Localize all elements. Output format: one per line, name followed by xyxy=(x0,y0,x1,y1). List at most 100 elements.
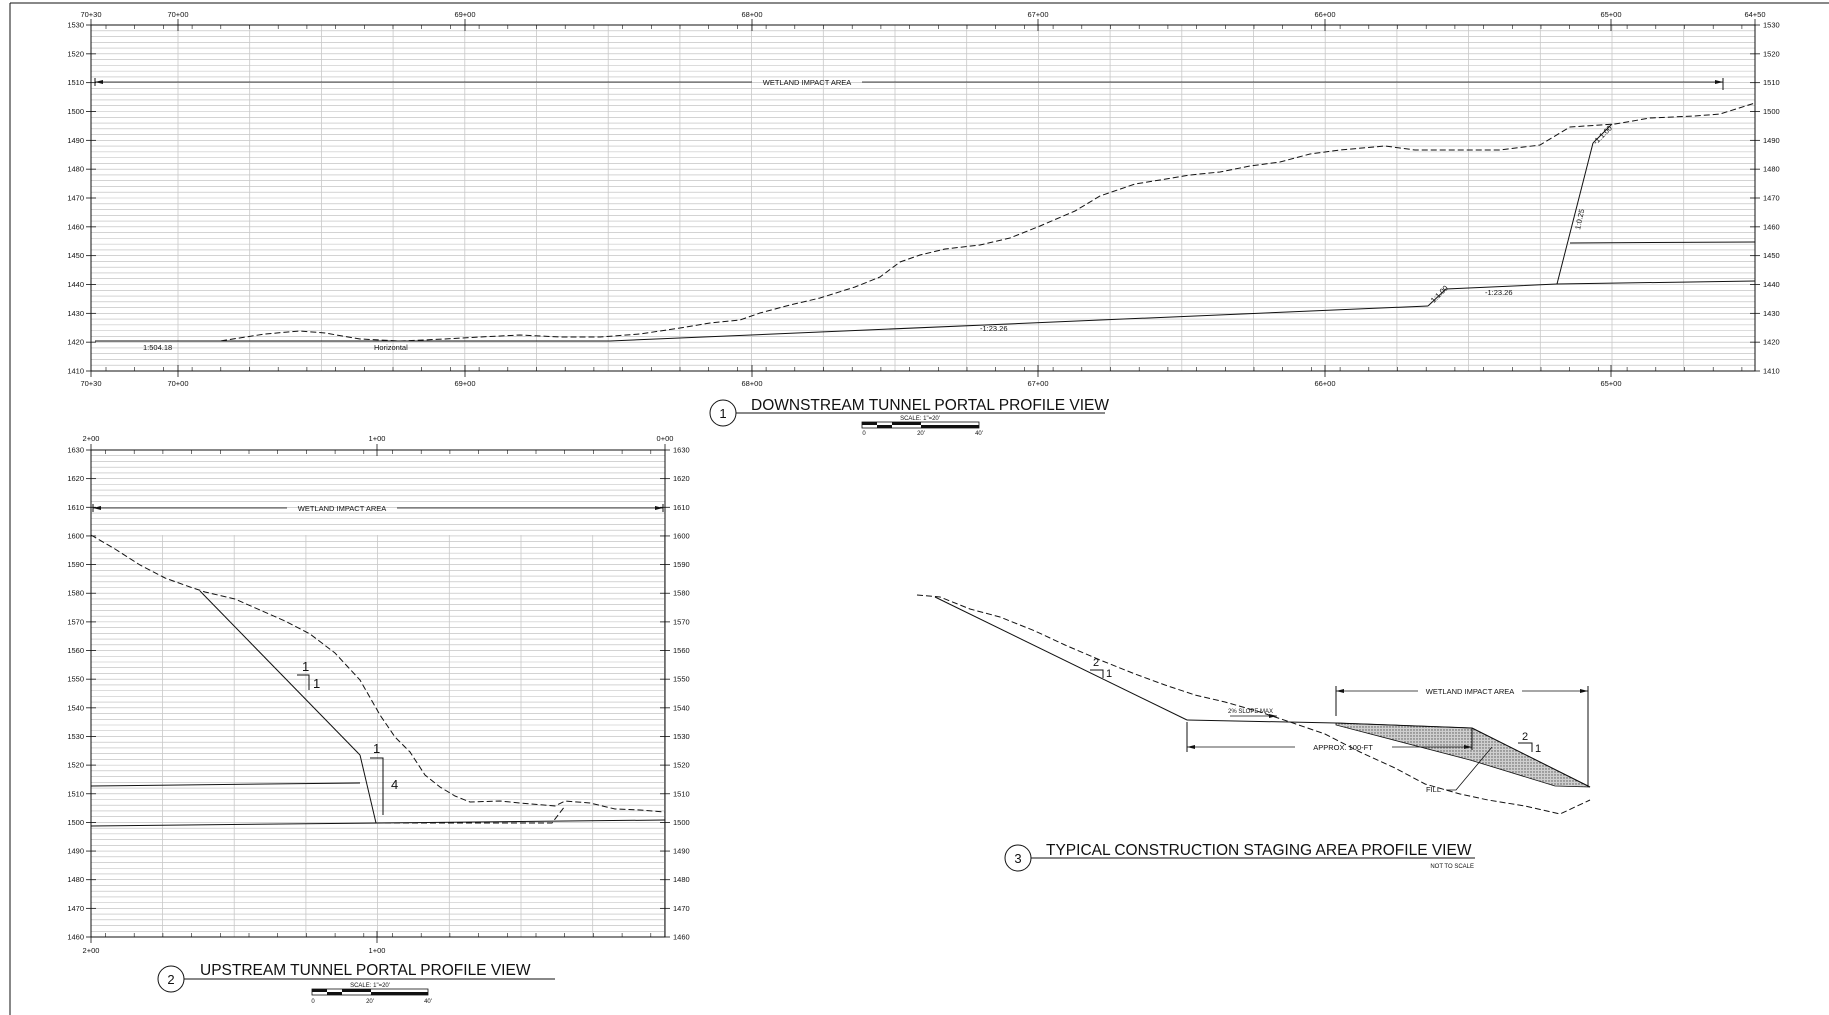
downstream-elev-label-left: 1490 xyxy=(67,136,84,145)
downstream-elev-label-right: 1530 xyxy=(1763,21,1780,30)
upstream-elev-label-right: 1460 xyxy=(673,933,690,942)
downstream-callout-number: 1 xyxy=(719,406,726,421)
upstream-station-label-top: 2+00 xyxy=(83,434,100,443)
staging-slope-max-arrow: 2% SLOPE MAX xyxy=(1228,709,1277,718)
staging-wetland-label: WETLAND IMPACT AREA xyxy=(1426,687,1515,696)
downstream-station-label-top: 70+00 xyxy=(167,10,188,19)
downstream-station-label-bottom: 69+00 xyxy=(454,379,475,388)
staging-fill-leader: FILL xyxy=(1426,746,1493,794)
downstream-small-slope-label: -1:23.26 xyxy=(1485,288,1513,297)
upstream-scale-tick-0: 0 xyxy=(311,999,315,1005)
upstream-elev-label-left: 1600 xyxy=(67,531,84,540)
staging-slope-2-run: 1 xyxy=(1535,743,1541,755)
downstream-elev-label-left: 1420 xyxy=(67,338,84,347)
downstream-station-label-bottom: 68+00 xyxy=(741,379,762,388)
downstream-elev-label-right: 1430 xyxy=(1763,309,1780,318)
upstream-elev-label-right: 1520 xyxy=(673,761,690,770)
upstream-elev-label-right: 1540 xyxy=(673,703,690,712)
downstream-left-slope-label: 1:504.18 xyxy=(143,343,172,352)
downstream-elev-label-right: 1490 xyxy=(1763,136,1780,145)
staging-existing-ground xyxy=(916,594,1591,815)
upstream-axes: 1630 1630 1620 1620 1610 1610 1600 1600 1590 1590… xyxy=(67,434,689,955)
upstream-existing-ground xyxy=(90,534,666,813)
upstream-elev-label-right: 1570 xyxy=(673,617,690,626)
staging-subtitle: NOT TO SCALE xyxy=(1430,864,1474,870)
upstream-elev-label-right: 1490 xyxy=(673,847,690,856)
downstream-elev-label-left: 1440 xyxy=(67,280,84,289)
upstream-elev-label-left: 1570 xyxy=(67,617,84,626)
downstream-scale-label: SCALE: 1"=20' xyxy=(900,416,940,422)
downstream-hatch xyxy=(91,24,1755,372)
downstream-profile-view: 1530 1530 1520 1520 1510 1510 1500 1500 1490 1490… xyxy=(67,10,1779,437)
downstream-elev-label-left: 1450 xyxy=(67,251,84,260)
upstream-elev-label-right: 1630 xyxy=(673,446,690,455)
upstream-elev-label-left: 1500 xyxy=(67,818,84,827)
downstream-elev-label-left: 1410 xyxy=(67,367,84,376)
downstream-station-label-top: 65+00 xyxy=(1600,10,1621,19)
staging-design-lines xyxy=(934,596,1591,788)
downstream-station-label-bottom: 66+00 xyxy=(1314,379,1335,388)
downstream-elev-label-right: 1460 xyxy=(1763,222,1780,231)
upstream-title-block: 2 UPSTREAM TUNNEL PORTAL PROFILE VIEW SC… xyxy=(157,962,555,1005)
staging-fill-label: FILL xyxy=(1426,785,1441,794)
upstream-wetland-label: WETLAND IMPACT AREA xyxy=(298,504,387,513)
downstream-grid xyxy=(177,25,1685,371)
upstream-elev-label-right: 1510 xyxy=(673,789,690,798)
upstream-elev-label-right: 1530 xyxy=(673,732,690,741)
upstream-callout-number: 2 xyxy=(167,972,174,987)
downstream-wetland-dimension: WETLAND IMPACT AREA xyxy=(94,78,1724,90)
downstream-station-label-bottom: 65+00 xyxy=(1600,379,1621,388)
downstream-elev-label-left: 1500 xyxy=(67,107,84,116)
downstream-elev-label-right: 1470 xyxy=(1763,194,1780,203)
downstream-elev-label-left: 1470 xyxy=(67,194,84,203)
downstream-steep-b-label: 1:0.25 xyxy=(1573,208,1586,230)
upstream-slope-marker-2: 1 4 xyxy=(370,741,398,815)
downstream-elev-label-left: 1460 xyxy=(67,222,84,231)
upstream-elev-label-left: 1520 xyxy=(67,761,84,770)
upstream-slope-1-rise: 1 xyxy=(302,659,309,674)
downstream-scale-tick-0: 0 xyxy=(862,431,866,437)
downstream-existing-ground xyxy=(95,102,1756,342)
upstream-elev-label-left: 1560 xyxy=(67,646,84,655)
upstream-profile-view: 1630 1630 1620 1620 1610 1610 1600 1600 1590 1590… xyxy=(67,434,689,1005)
upstream-wetland-dimension: WETLAND IMPACT AREA xyxy=(92,504,664,513)
upstream-elev-label-right: 1560 xyxy=(673,646,690,655)
upstream-elev-label-left: 1490 xyxy=(67,847,84,856)
downstream-elev-label-right: 1440 xyxy=(1763,280,1780,289)
upstream-elev-label-left: 1590 xyxy=(67,560,84,569)
upstream-station-label-bottom: 2+00 xyxy=(83,946,100,955)
upstream-scale-bar xyxy=(311,988,429,996)
downstream-horizontal-label: Horizontal xyxy=(374,343,408,352)
downstream-scale-bar xyxy=(861,421,980,429)
downstream-title: DOWNSTREAM TUNNEL PORTAL PROFILE VIEW xyxy=(751,397,1109,414)
staging-slope-2-rise: 2 xyxy=(1522,731,1528,743)
staging-title-block: 3 TYPICAL CONSTRUCTION STAGING AREA PROF… xyxy=(1004,842,1475,872)
staging-profile-view: WETLAND IMPACT AREA APPROX. 100-FT 2% SL… xyxy=(916,594,1591,872)
downstream-elev-label-left: 1430 xyxy=(67,309,84,318)
upstream-elev-label-right: 1590 xyxy=(673,560,690,569)
staging-approx-dimension: APPROX. 100-FT xyxy=(1187,743,1472,752)
downstream-station-label-bottom: 67+00 xyxy=(1027,379,1048,388)
upstream-elev-label-right: 1550 xyxy=(673,675,690,684)
upstream-frame xyxy=(90,449,666,938)
upstream-elev-label-left: 1550 xyxy=(67,675,84,684)
upstream-elev-label-left: 1540 xyxy=(67,703,84,712)
downstream-elev-label-left: 1530 xyxy=(67,21,84,30)
upstream-elev-label-left: 1510 xyxy=(67,789,84,798)
upstream-scale-label: SCALE: 1"=20' xyxy=(350,983,390,989)
upstream-scale-tick-40: 40' xyxy=(424,999,432,1005)
downstream-main-slope-label: -1:23.26 xyxy=(980,324,1008,333)
downstream-steep-c-label: -1:1.00 xyxy=(1591,124,1614,147)
upstream-scale-tick-20: 20' xyxy=(366,999,374,1005)
downstream-elev-label-right: 1500 xyxy=(1763,107,1780,116)
downstream-scale-tick-40: 40' xyxy=(975,431,983,437)
downstream-station-label-top: 70+30 xyxy=(80,10,101,19)
upstream-elev-label-right: 1470 xyxy=(673,904,690,913)
upstream-title: UPSTREAM TUNNEL PORTAL PROFILE VIEW xyxy=(200,962,531,979)
staging-slope-marker-2: 2 1 xyxy=(1518,731,1541,755)
staging-wetland-dimension: WETLAND IMPACT AREA xyxy=(1336,687,1588,696)
staging-slope-1-rise: 2 xyxy=(1093,657,1099,669)
upstream-slope-1-run: 1 xyxy=(313,676,320,691)
staging-fill-area xyxy=(1335,722,1591,788)
downstream-title-block: 1 DOWNSTREAM TUNNEL PORTAL PROFILE VIEW … xyxy=(709,397,1109,437)
